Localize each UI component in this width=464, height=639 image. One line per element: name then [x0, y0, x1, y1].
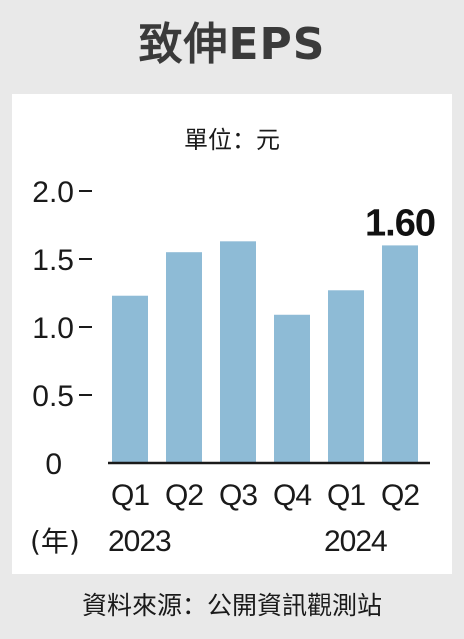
- year-label: 2023: [108, 525, 171, 558]
- year-axis-label: (年): [30, 525, 80, 558]
- bar-3: [220, 241, 256, 463]
- bar-6: [382, 245, 418, 463]
- y-tick-label: 1.0: [32, 312, 74, 345]
- x-tick-label: Q3: [219, 479, 257, 512]
- year-label: 2024: [324, 525, 387, 558]
- x-tick-label: Q4: [273, 479, 311, 512]
- bar-2: [166, 252, 202, 463]
- y-tick-label: 2.0: [32, 176, 74, 209]
- bar-1: [112, 295, 148, 463]
- y-tick-label: 0: [45, 448, 62, 481]
- chart-title: 致伸EPS: [138, 19, 326, 70]
- data-label-latest: 1.60: [365, 202, 435, 244]
- bar-4: [274, 314, 310, 463]
- x-tick-label: Q1: [327, 479, 365, 512]
- source-label: 資料來源：公開資訊觀測站: [81, 591, 382, 620]
- unit-label: 單位：元: [184, 126, 280, 154]
- y-tick-label: 0.5: [32, 380, 74, 413]
- x-tick-label: Q2: [165, 479, 203, 512]
- y-tick-label: 1.5: [32, 244, 74, 277]
- x-tick-label: Q1: [111, 479, 149, 512]
- x-tick-label: Q2: [381, 479, 419, 512]
- bar-5: [328, 290, 364, 463]
